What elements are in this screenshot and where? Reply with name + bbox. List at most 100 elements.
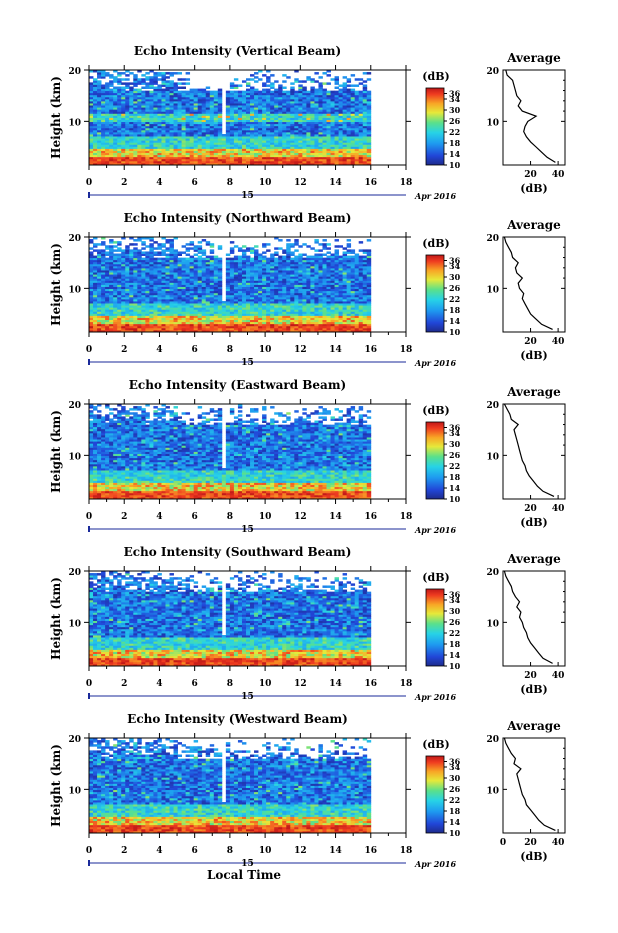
y-tick-label: 20 bbox=[68, 67, 81, 77]
heatmap-cell bbox=[367, 72, 371, 74]
heatmap-cell bbox=[278, 84, 282, 86]
heatmap-cell bbox=[157, 84, 161, 86]
heatmap-cell bbox=[290, 87, 294, 89]
x-tick-label: 2 bbox=[121, 178, 127, 188]
heatmap-cell bbox=[290, 82, 294, 84]
heatmap-cell bbox=[121, 87, 125, 89]
heatmap-cell bbox=[161, 89, 165, 91]
heatmap-cell bbox=[282, 91, 286, 93]
heatmap-cell bbox=[182, 91, 186, 93]
heatmap-cell bbox=[294, 91, 298, 93]
colorbar-unit: (dB) bbox=[422, 70, 449, 83]
heatmap-cell bbox=[298, 80, 302, 82]
average-profile-line bbox=[506, 70, 556, 162]
heatmap-cell bbox=[149, 91, 153, 93]
heatmap-cell bbox=[178, 87, 182, 89]
heatmap-cell bbox=[133, 74, 137, 76]
day-label: 15 bbox=[241, 191, 254, 201]
heatmap-cell bbox=[286, 91, 290, 93]
heatmap-cell bbox=[327, 82, 331, 84]
colorbar-tick-label: 18 bbox=[449, 138, 461, 148]
heatmap-cell bbox=[258, 91, 262, 93]
heatmap-cell bbox=[137, 89, 141, 91]
heatmap-cell bbox=[286, 76, 290, 78]
heatmap-cell bbox=[178, 91, 182, 93]
heatmap-cell bbox=[186, 72, 190, 74]
x-tick-label: 6 bbox=[192, 178, 198, 188]
heatmap-cell bbox=[165, 80, 169, 82]
heatmap-cell bbox=[270, 91, 274, 93]
colorbar-tick-label: 26 bbox=[449, 116, 461, 126]
heatmap-cell bbox=[145, 76, 149, 78]
heatmap-cell bbox=[359, 91, 363, 93]
heatmap-cell bbox=[186, 82, 190, 84]
heatmap-cell bbox=[121, 72, 125, 74]
heatmap-cell bbox=[298, 84, 302, 86]
heatmap-cell bbox=[310, 78, 314, 80]
x-tick-label: 10 bbox=[259, 178, 272, 188]
heatmap-cell bbox=[109, 89, 113, 91]
heatmap-cell bbox=[109, 74, 113, 76]
heatmap-cell bbox=[359, 78, 363, 80]
heatmap-cell bbox=[121, 82, 125, 84]
heatmap-cell bbox=[105, 72, 109, 74]
heatmap-cell bbox=[318, 76, 322, 78]
heatmap-cell bbox=[145, 82, 149, 84]
heatmap-cell bbox=[270, 82, 274, 84]
heatmap-cell bbox=[322, 72, 326, 74]
average-title: Average bbox=[506, 51, 561, 65]
avg-x-tick-label: 20 bbox=[524, 170, 537, 180]
heatmap-cell bbox=[274, 80, 278, 82]
heatmap-cell bbox=[339, 89, 343, 91]
heatmap-cell bbox=[302, 87, 306, 89]
heatmap-cell bbox=[194, 89, 198, 91]
colorbar-tick-label: 30 bbox=[449, 105, 461, 115]
colorbar-tick-label: 22 bbox=[449, 127, 460, 137]
heatmap-cell bbox=[165, 76, 169, 78]
heatmap-cell bbox=[129, 87, 133, 89]
heatmap-cell bbox=[153, 72, 157, 74]
heatmap-cell bbox=[170, 72, 174, 74]
heatmap-cell bbox=[161, 72, 165, 74]
heatmap-cell bbox=[242, 91, 246, 93]
heatmap-cell bbox=[218, 89, 222, 91]
heatmap-cell bbox=[314, 80, 318, 82]
heatmap-cell bbox=[113, 76, 117, 78]
heatmap-cell bbox=[174, 82, 178, 84]
heatmap-cell bbox=[93, 78, 97, 80]
heatmap-cell bbox=[97, 80, 101, 82]
heatmap-cell bbox=[246, 78, 250, 80]
heatmap-cell bbox=[322, 82, 326, 84]
x-tick-label: 8 bbox=[227, 178, 233, 188]
heatmap bbox=[89, 237, 371, 332]
colorbar-tick-label: 10 bbox=[449, 160, 461, 170]
heatmap-cell bbox=[347, 84, 351, 86]
heatmap-cell bbox=[250, 78, 254, 80]
heatmap-cell bbox=[254, 76, 258, 78]
heatmap-cell bbox=[89, 82, 93, 84]
heatmap-cell bbox=[270, 74, 274, 76]
heatmap-cell bbox=[266, 76, 270, 78]
heatmap-cell bbox=[238, 84, 242, 86]
heatmap-cell bbox=[141, 78, 145, 80]
heatmap-cell bbox=[186, 91, 190, 93]
y-tick-label: 10 bbox=[68, 118, 81, 128]
heatmap-cell bbox=[254, 72, 258, 74]
avg-x-tick-label: 40 bbox=[552, 170, 565, 180]
heatmap-cell bbox=[234, 84, 238, 86]
heatmap-cell bbox=[141, 87, 145, 89]
heatmap-cell bbox=[355, 78, 359, 80]
heatmap-cell bbox=[254, 89, 258, 91]
heatmap-cell bbox=[294, 78, 298, 80]
heatmap-cell bbox=[266, 89, 270, 91]
heatmap-cell bbox=[339, 84, 343, 86]
heatmap-cell bbox=[331, 91, 335, 93]
heatmap-cell bbox=[125, 78, 129, 80]
x-tick-label: 16 bbox=[365, 178, 378, 188]
heatmap-cell bbox=[129, 72, 133, 74]
heatmap-cell bbox=[89, 76, 93, 78]
